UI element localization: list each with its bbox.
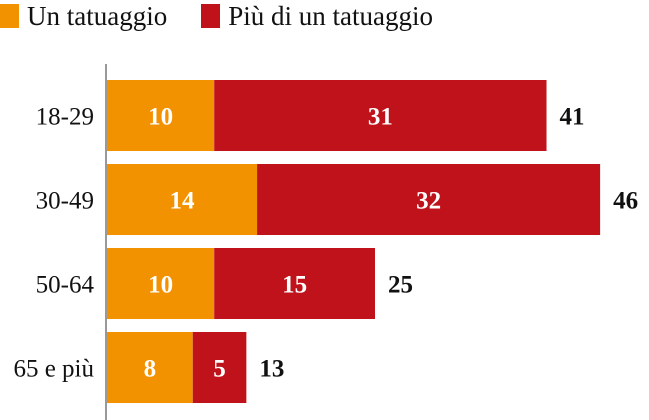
data-label: 31 (368, 104, 393, 131)
bar-multiple (192, 332, 247, 403)
data-label: 10 (148, 272, 173, 299)
bar-single (107, 164, 258, 235)
total-label: 13 (259, 356, 284, 383)
legend: Un tatuaggio Più di un tatuaggio (0, 0, 453, 32)
category-label: 50-64 (36, 272, 95, 299)
data-label: 8 (144, 356, 157, 383)
data-label: 5 (213, 356, 226, 383)
bar-single (107, 248, 215, 319)
legend-swatch-single (0, 4, 19, 28)
category-label: 65 e più (13, 356, 94, 383)
bar-multiple (214, 80, 547, 151)
total-label: 41 (560, 104, 585, 131)
data-label: 14 (170, 188, 196, 215)
legend-label-single: Un tatuaggio (27, 0, 168, 31)
legend-item-single: Un tatuaggio (0, 1, 167, 32)
category-label: 30-49 (36, 188, 94, 215)
legend-item-multiple: Più di un tatuaggio (201, 1, 433, 32)
bar-multiple (214, 248, 375, 319)
category-label: 18-29 (36, 104, 94, 131)
data-label: 32 (416, 188, 441, 215)
bar-single (107, 80, 215, 151)
legend-label-multiple: Più di un tatuaggio (228, 0, 433, 31)
total-label: 46 (613, 188, 638, 215)
legend-swatch-multiple (201, 4, 221, 28)
bar-multiple (257, 164, 601, 235)
total-label: 25 (388, 272, 413, 299)
bar-single (107, 332, 193, 403)
data-label: 10 (148, 104, 173, 131)
data-label: 15 (282, 272, 307, 299)
